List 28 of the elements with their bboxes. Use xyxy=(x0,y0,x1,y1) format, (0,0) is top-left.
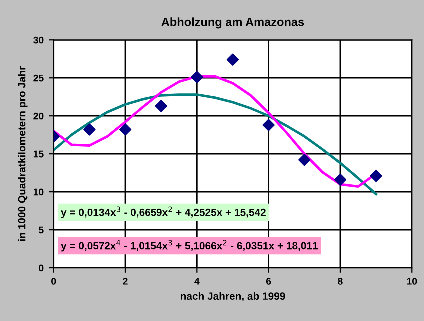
y-tick-label: 25 xyxy=(34,74,44,82)
y-axis-title: in 1000 Quadratkilometern pro Jahr xyxy=(18,66,28,242)
y-tick-label: 10 xyxy=(34,188,44,196)
y-tick-label: 30 xyxy=(34,36,44,44)
x-tick-label: 4 xyxy=(194,278,200,285)
x-axis-title: nach Jahren, ab 1999 xyxy=(180,292,286,302)
point xyxy=(119,124,132,136)
y-tick-label: 5 xyxy=(39,226,44,234)
point xyxy=(334,174,347,186)
point xyxy=(370,170,382,182)
y-tick-label: 15 xyxy=(34,150,44,158)
point xyxy=(298,154,311,166)
chart-title: Abholzung am Amazonas xyxy=(162,18,304,29)
point xyxy=(155,100,168,112)
point xyxy=(262,119,275,132)
annotation: y = 0,0134x$^{3}$ - 0,6659x$^{2}$ + 4,2525x + 15,542 xyxy=(61,206,266,218)
y-tick-label: 20 xyxy=(34,112,44,120)
x-tick-label: 2 xyxy=(123,278,128,285)
point xyxy=(191,71,204,84)
x-tick-label: 6 xyxy=(266,278,272,285)
x-tick-label: 10 xyxy=(407,278,418,285)
x-tick-label: 8 xyxy=(338,278,343,285)
annotation: y = 0,0572x$^{4}$ - 1,0154x$^{3}$ + 5,1066x$^{2}$ - 6,0351x + 18,011 xyxy=(61,240,318,252)
y-tick-label: 0 xyxy=(39,264,44,272)
line-series xyxy=(54,94,378,196)
point xyxy=(84,124,96,136)
point xyxy=(226,54,240,66)
x-tick-label: 0 xyxy=(52,278,56,285)
